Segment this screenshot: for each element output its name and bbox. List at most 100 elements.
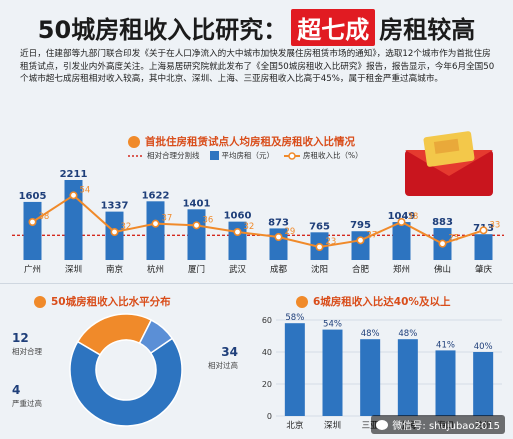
category-label: 广州: [24, 264, 41, 275]
bar-value-label: 2211: [60, 169, 88, 180]
category-label: 佛山: [434, 264, 451, 275]
bullet-icon: [128, 135, 140, 148]
ratio-label: 23: [326, 237, 337, 247]
section2-header: 50城房租收入比水平分布: [34, 294, 171, 309]
red-envelope-illustration: [405, 131, 493, 196]
section3-title: 6城房租收入比达40%及以上: [313, 296, 451, 308]
bar-value-label: 1049: [388, 211, 416, 222]
ratio-point: [438, 239, 447, 248]
legend-line-label: 房租收入比（%）: [303, 151, 363, 160]
bar-郑州: [392, 222, 411, 260]
ratio-line: [31, 194, 484, 249]
slice-label: 严重过高: [12, 398, 42, 408]
bar-value-label: 883: [432, 217, 453, 228]
wechat-icon: [376, 419, 389, 430]
bar-value-label: 795: [350, 220, 371, 231]
category-label: 肇庆: [475, 264, 493, 275]
bullet-icon: [296, 295, 308, 308]
bar-value-label: 48%: [398, 329, 417, 339]
slice-value: 12: [12, 331, 29, 345]
y-tick-label: 60: [262, 316, 272, 325]
ratio-label: 37: [162, 214, 173, 224]
ratio-point: [479, 226, 488, 235]
bar-北京: [284, 323, 305, 416]
slice-相对合理: [76, 313, 153, 356]
slice-value: 34: [221, 345, 238, 359]
title-highlight: 超七成: [291, 8, 376, 46]
watermark: 微信号: shujubao2015: [371, 415, 505, 434]
bar-value-label: 1605: [19, 191, 47, 202]
category-label: 厦门: [188, 264, 205, 275]
page-title: 50城房租收入比研究： 超七成 房租较高: [0, 8, 513, 46]
ratio-label: 33: [490, 220, 501, 230]
ratio-point: [151, 219, 160, 228]
slice-value: 4: [12, 383, 20, 397]
ratio-point: [192, 221, 201, 230]
slice-label: 相对合理: [12, 346, 42, 356]
ratio-point: [69, 191, 78, 200]
category-label: 武汉: [229, 264, 247, 275]
bar-value-label: 1622: [142, 190, 170, 201]
category-label: 成都: [270, 264, 288, 275]
ratio-label: 29: [285, 227, 296, 237]
ratio-point: [28, 217, 37, 226]
intro-paragraph: 近日，住建部等九部门联合印发《关于在人口净流入的大中城市加快发展住房租赁市场的通…: [20, 49, 495, 85]
bullet-icon: [34, 295, 46, 308]
ratio-point: [233, 228, 242, 237]
bar-上海: [397, 339, 418, 416]
dotted-line-icon: [128, 154, 144, 157]
section1-title: 首批住房租赁试点人均房租及房租收入比情况: [145, 136, 355, 148]
category-label: 三亚: [362, 421, 380, 431]
bar-value-label: 1401: [183, 198, 211, 209]
section2-title: 50城房租收入比水平分布: [51, 296, 171, 308]
category-label: 南京: [106, 264, 123, 275]
bar-三亚: [360, 339, 381, 416]
ratio-label: 38: [408, 212, 419, 222]
rent-chart: 1605 广州 2211 深圳 1337 南京 1622 杭州 1401 厦门 1060 武汉 873 成…: [12, 169, 504, 275]
slice-相对过高: [69, 337, 183, 427]
category-label: 郑州: [393, 264, 410, 275]
y-tick-label: 40: [262, 348, 272, 357]
ratio-point: [110, 228, 119, 237]
slice-严重过高: [138, 319, 174, 355]
ratio-label: 36: [203, 215, 214, 225]
y-tick-label: 0: [267, 412, 272, 421]
y-tick-label: 20: [262, 380, 272, 389]
bar-杭州: [146, 201, 165, 260]
divider: [0, 283, 513, 284]
slice-label: 相对过高: [208, 360, 238, 370]
section3-header: 6城房租收入比达40%及以上: [296, 294, 450, 309]
bar-value-label: 1060: [224, 211, 252, 222]
ratio-label: 32: [121, 222, 132, 232]
bar-value-label: 1337: [101, 201, 129, 212]
category-label: 合肥: [352, 264, 370, 275]
title-left: 50城房租收入比研究：: [37, 15, 288, 44]
ratio-point: [397, 217, 406, 226]
bar-海口: [435, 350, 456, 416]
bar-value-label: 765: [309, 221, 330, 232]
legend-line: 房租收入比（%）: [284, 150, 363, 161]
ratio-point: [315, 243, 324, 252]
ratio-point: [274, 233, 283, 242]
legend-bar-label: 平均房租（元）: [221, 151, 275, 160]
legend-bar: 平均房租（元）: [209, 150, 275, 161]
bar-value-label: 873: [268, 217, 289, 228]
section1-header: 首批住房租赁试点人均房租及房租收入比情况: [128, 134, 355, 149]
chart1-legend: 相对合理分割线 平均房租（元） 房租收入比（%）: [128, 150, 363, 161]
bar-value-label: 58%: [285, 313, 304, 323]
category-label: 深圳: [65, 264, 82, 275]
bar-兰州: [473, 352, 494, 416]
bar-value-label: 54%: [323, 320, 342, 330]
ratio-label: 27: [367, 230, 378, 240]
legend-threshold: 相对合理分割线: [128, 150, 200, 161]
bar-value-label: 48%: [361, 329, 380, 339]
bar-肇庆: [474, 234, 493, 260]
line-marker-icon: [284, 151, 300, 160]
ratio-point: [356, 236, 365, 245]
legend-threshold-label: 相对合理分割线: [147, 151, 200, 160]
bar-深圳: [322, 329, 343, 416]
category-label: 深圳: [324, 420, 341, 431]
